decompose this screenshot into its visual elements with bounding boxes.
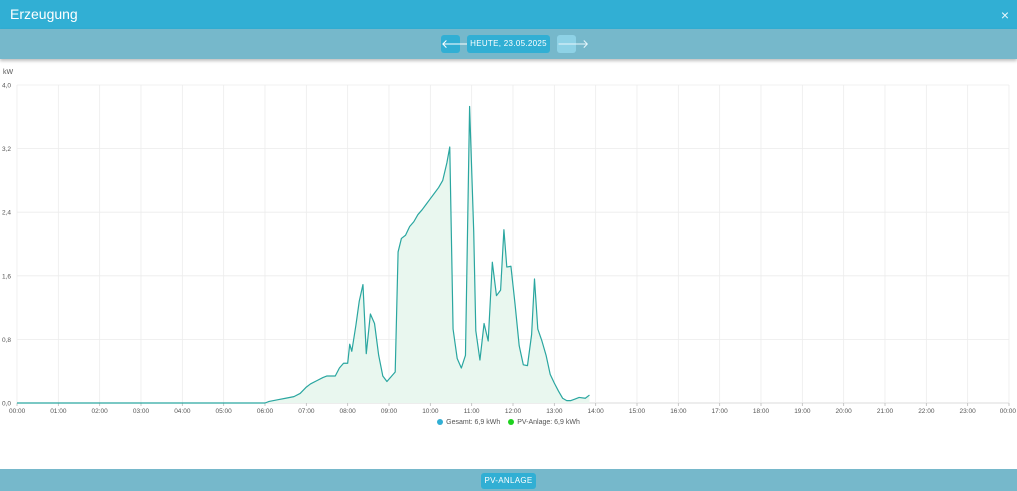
legend-label-gesamt: Gesamt: 6,9 kWh (446, 419, 501, 426)
x-tick-label: 00:00 (1000, 408, 1017, 415)
previous-day-button[interactable]: 🡐 (441, 35, 473, 53)
arrow-right-icon: 🡒 (557, 37, 590, 51)
x-tick-label: 12:00 (505, 408, 522, 415)
y-tick-label: 3,2 (2, 146, 11, 153)
date-selector-button[interactable]: HEUTE, 23.05.2025 (467, 35, 550, 53)
x-tick-label: 02:00 (92, 408, 109, 415)
legend-item-pv-anlage[interactable]: PV-Anlage: 6,9 kWh (508, 419, 580, 426)
x-tick-label: 10:00 (422, 408, 439, 415)
x-tick-label: 11:00 (464, 408, 480, 415)
x-tick-label: 01:00 (50, 408, 67, 415)
x-tick-label: 15:00 (629, 408, 646, 415)
x-tick-label: 00:00 (9, 408, 26, 415)
pv-anlage-button[interactable]: PV-ANLAGE (481, 473, 536, 489)
date-navigation-bar: 🡐 HEUTE, 23.05.2025 🡒 (0, 29, 1017, 59)
chart-legend: Gesamt: 6,9 kWh PV-Anlage: 6,9 kWh (0, 419, 1017, 426)
x-tick-label: 20:00 (836, 408, 853, 415)
close-icon[interactable]: × (1000, 7, 1009, 23)
next-day-button[interactable]: 🡒 (557, 35, 589, 53)
x-tick-label: 16:00 (670, 408, 687, 415)
x-tick-label: 09:00 (381, 408, 398, 415)
x-tick-label: 23:00 (960, 408, 977, 415)
series-area-fill (17, 106, 590, 404)
x-tick-label: 07:00 (298, 408, 315, 415)
x-tick-label: 06:00 (257, 408, 274, 415)
y-tick-label: 2,4 (2, 210, 11, 217)
legend-label-pv-anlage: PV-Anlage: 6,9 kWh (517, 419, 580, 426)
y-tick-label: 1,6 (2, 273, 11, 280)
series-line-gesamt (17, 105, 590, 404)
y-axis-label: kW (3, 69, 14, 76)
dialog-header: Erzeugung × (0, 0, 1017, 29)
x-tick-label: 18:00 (753, 408, 770, 415)
dialog-title: Erzeugung (10, 6, 78, 22)
x-tick-label: 21:00 (877, 408, 894, 415)
y-tick-label: 4,0 (2, 83, 11, 90)
footer-bar: PV-ANLAGE (0, 469, 1017, 491)
legend-dot-gesamt (437, 419, 444, 425)
x-tick-label: 13:00 (546, 408, 563, 415)
production-chart: kW 0,0 0,8 1,6 2,4 3,2 4,0 00:00 01:00 02:00 03:00… (2, 69, 1017, 415)
x-tick-label: 03:00 (133, 408, 150, 415)
y-tick-label: 0,0 (2, 401, 11, 408)
legend-dot-pv-anlage (508, 419, 515, 425)
x-tick-label: 14:00 (588, 408, 605, 415)
x-tick-label: 22:00 (918, 408, 935, 415)
legend-item-gesamt[interactable]: Gesamt: 6,9 kWh (437, 419, 500, 426)
x-tick-label: 08:00 (340, 408, 357, 415)
y-tick-label: 0,8 (2, 337, 11, 344)
x-tick-label: 17:00 (712, 408, 729, 415)
x-tick-label: 19:00 (794, 408, 811, 415)
x-tick-label: 05:00 (216, 408, 233, 415)
x-tick-label: 04:00 (174, 408, 191, 415)
arrow-left-icon: 🡐 (441, 37, 474, 51)
